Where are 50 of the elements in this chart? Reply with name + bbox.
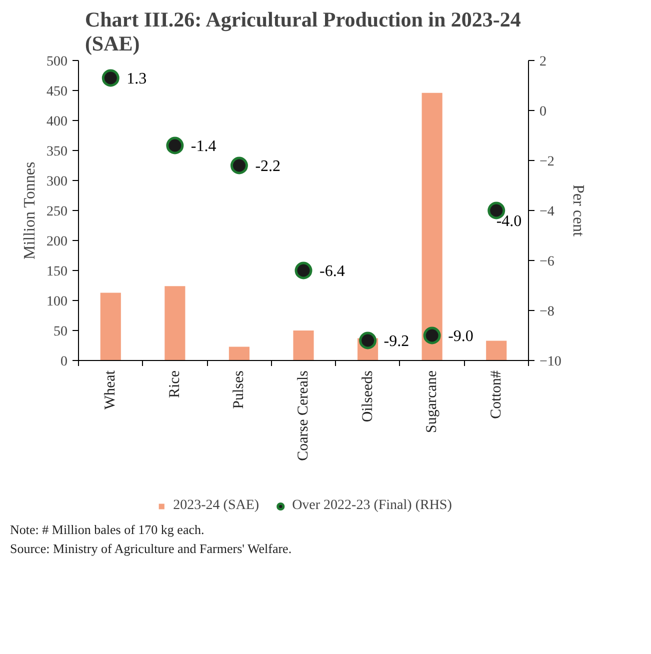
chart-title: Chart III.26: Agricultural Production in 2023-24 (SAE) xyxy=(84,8,522,56)
y2-tick-label: −6 xyxy=(540,254,554,270)
data-label: -2.2 xyxy=(255,158,281,175)
y-tick-label: 250 xyxy=(46,204,68,220)
y2-tick-label: −2 xyxy=(540,154,554,170)
data-label: -4.0 xyxy=(496,213,522,230)
bar xyxy=(100,292,121,360)
x-tick-label: Pulses xyxy=(231,370,248,409)
data-label: -9.2 xyxy=(384,333,410,350)
point xyxy=(166,136,184,154)
y2-axis-title: Per cent xyxy=(569,184,586,238)
data-label: -6.4 xyxy=(320,263,345,280)
bar xyxy=(293,330,314,360)
x-tick-label: Wheat xyxy=(102,370,119,410)
y-tick-label: 450 xyxy=(46,84,68,100)
y-axis-title: Million Tonnes xyxy=(22,162,38,260)
y2-tick-label: 2 xyxy=(540,54,546,70)
x-tick-label: Coarse Cereals xyxy=(296,370,312,461)
y-tick-label: 350 xyxy=(46,144,68,160)
y-tick-label: 150 xyxy=(46,264,68,280)
point xyxy=(102,69,120,87)
source-note: Source: Ministry of Agriculture and Farmers' Welfare. xyxy=(10,540,292,558)
bar xyxy=(422,92,442,360)
x-tick-label: Cotton# xyxy=(488,370,504,419)
y-tick-label: 100 xyxy=(46,294,68,310)
y-tick-label: 400 xyxy=(46,114,68,130)
x-tick-label: Rice xyxy=(166,370,183,398)
bar xyxy=(164,286,186,360)
legend-label: Over 2022-23 (Final) (RHS) xyxy=(292,498,452,514)
data-label: -9.0 xyxy=(448,328,474,345)
y-tick-label: 50 xyxy=(54,324,68,340)
legend-label: 2023-24 (SAE) xyxy=(173,498,260,514)
data-label: 1.3 xyxy=(126,70,147,88)
y2-tick-label: −4 xyxy=(540,204,554,220)
point xyxy=(294,262,312,280)
text: Note: # Million bales of 170 kg each. xyxy=(10,521,204,539)
y-tick-label: 300 xyxy=(46,174,68,190)
y2-tick-label: 0 xyxy=(540,104,546,120)
y-tick-label: 0 xyxy=(60,354,68,370)
y2-tick-label: −8 xyxy=(540,304,554,320)
y2-tick-label: −10 xyxy=(540,354,562,370)
point xyxy=(423,326,441,344)
bar xyxy=(486,340,507,360)
data-label: -1.4 xyxy=(190,138,216,155)
x-tick-label: Sugarcane xyxy=(424,370,440,433)
point xyxy=(230,156,248,174)
y-tick-label: 200 xyxy=(46,234,68,250)
x-tick-label: Oilseeds xyxy=(360,370,376,422)
bar xyxy=(228,346,250,360)
y-tick-label: 500 xyxy=(46,54,68,70)
